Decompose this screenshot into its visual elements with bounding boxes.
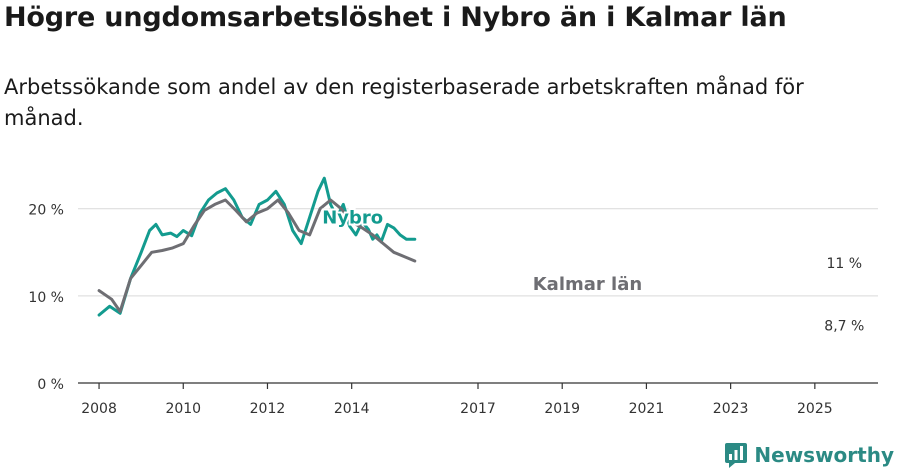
x-axis: 2008 2010 2012 2014 2017 2019 2021 2023 2025 bbox=[78, 382, 878, 417]
newsworthy-logo-icon bbox=[725, 443, 748, 468]
brand-logo: Newsworthy bbox=[724, 440, 894, 470]
x-tick-label: 2021 bbox=[629, 401, 665, 417]
x-tick-label: 2014 bbox=[334, 401, 370, 417]
x-tick-label: 2012 bbox=[250, 401, 286, 417]
x-tick-label: 2019 bbox=[544, 401, 580, 417]
series-label: Kalmar län bbox=[533, 274, 642, 295]
series-lines bbox=[97, 176, 417, 317]
y-tick-label: 0 % bbox=[37, 377, 64, 393]
series-line-nybro bbox=[97, 176, 417, 317]
end-value-label: 8,7 % bbox=[824, 319, 864, 335]
chart-title: Högre ungdomsarbetslöshet i Nybro än i K… bbox=[4, 2, 787, 33]
brand-name: Newsworthy bbox=[754, 443, 894, 467]
x-tick-label: 2023 bbox=[713, 401, 749, 417]
chart-subtitle: Arbetssökande som andel av den registerb… bbox=[4, 75, 804, 130]
series-labels: Nybro Kalmar län 11 % 8,7 % bbox=[320, 206, 864, 335]
end-value-label: 11 % bbox=[827, 256, 863, 272]
series-line-kalmar-ln bbox=[97, 198, 417, 313]
y-tick-label: 10 % bbox=[28, 290, 64, 306]
y-axis: 0 % 10 % 20 % bbox=[28, 203, 64, 393]
x-tick-label: 2010 bbox=[165, 401, 201, 417]
x-tick-label: 2017 bbox=[460, 401, 496, 417]
y-tick-label: 20 % bbox=[28, 203, 64, 219]
x-tick-label: 2025 bbox=[797, 401, 833, 417]
gridlines bbox=[78, 208, 878, 297]
series-label: Nybro bbox=[322, 208, 383, 229]
x-tick-label: 2008 bbox=[81, 401, 117, 417]
